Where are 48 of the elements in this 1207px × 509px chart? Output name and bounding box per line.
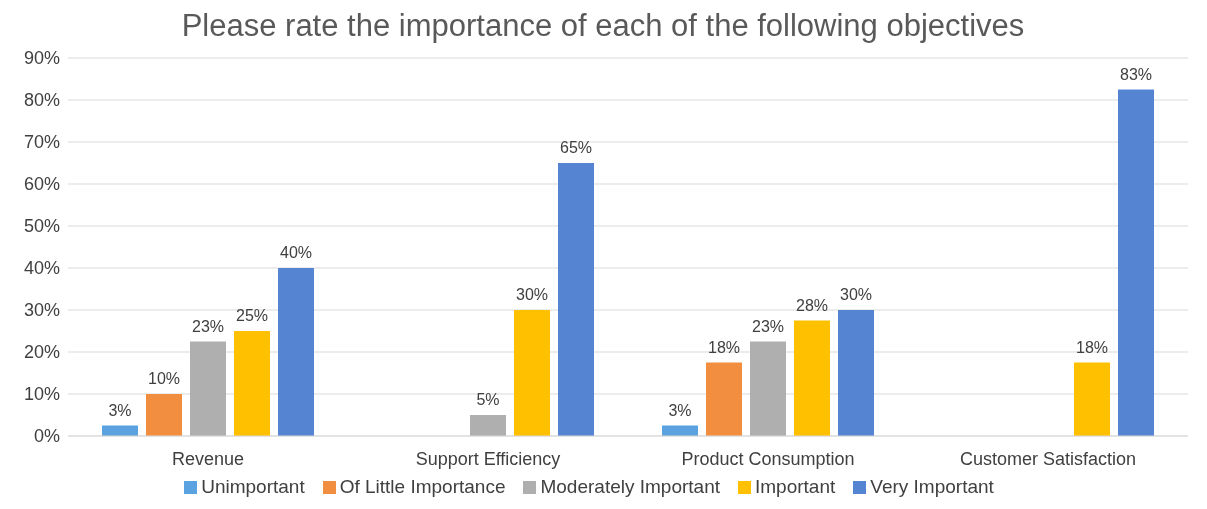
bar	[1118, 89, 1154, 436]
y-tick-label: 10%	[23, 384, 60, 405]
y-tick-label: 40%	[23, 258, 60, 279]
bar	[794, 320, 830, 436]
data-label: 30%	[515, 286, 549, 303]
bar	[750, 341, 786, 436]
data-label: 83%	[1119, 65, 1153, 83]
bar	[234, 331, 270, 436]
data-label: 65%	[559, 139, 593, 156]
y-tick-label: 80%	[23, 90, 60, 111]
bar	[278, 268, 314, 436]
y-tick-label: 0%	[33, 426, 60, 447]
data-label: 28%	[795, 296, 829, 314]
data-label: 5%	[476, 391, 500, 408]
data-label: 18%	[707, 338, 741, 356]
bar	[190, 341, 226, 436]
bar	[514, 310, 550, 436]
data-label: 30%	[839, 286, 873, 303]
data-label: 25%	[235, 307, 269, 324]
bar	[706, 362, 742, 436]
data-label: 3%	[108, 401, 132, 419]
legend-label: Very Important	[870, 476, 994, 497]
data-label: 10%	[147, 370, 181, 387]
y-tick-label: 50%	[23, 216, 60, 237]
y-tick-label: 30%	[23, 300, 60, 321]
legend-label: Moderately Important	[540, 476, 720, 497]
y-tick-label: 20%	[23, 342, 60, 363]
x-tick-label: Support Efficiency	[415, 448, 561, 469]
x-tick-label: Customer Satisfaction	[959, 448, 1137, 469]
data-label: 3%	[668, 401, 692, 419]
bar	[1074, 362, 1110, 436]
bar	[470, 415, 506, 436]
y-tick-label: 70%	[23, 132, 60, 153]
y-tick-label: 90%	[23, 48, 60, 69]
bar	[838, 310, 874, 436]
data-label: 23%	[191, 317, 225, 335]
chart-title: Please rate the importance of each of the following objectives	[180, 8, 1026, 44]
data-label: 23%	[751, 317, 785, 335]
bar	[146, 394, 182, 436]
data-label: 18%	[1075, 338, 1109, 356]
legend-label: Unimportant	[201, 476, 305, 497]
data-label: 40%	[279, 244, 313, 261]
x-tick-label: Product Consumption	[681, 448, 855, 469]
bar	[558, 163, 594, 436]
legend-label: Of Little Importance	[339, 476, 506, 497]
legend-label: Important	[755, 476, 836, 497]
y-tick-label: 60%	[23, 174, 60, 195]
x-tick-label: Revenue	[171, 448, 245, 469]
